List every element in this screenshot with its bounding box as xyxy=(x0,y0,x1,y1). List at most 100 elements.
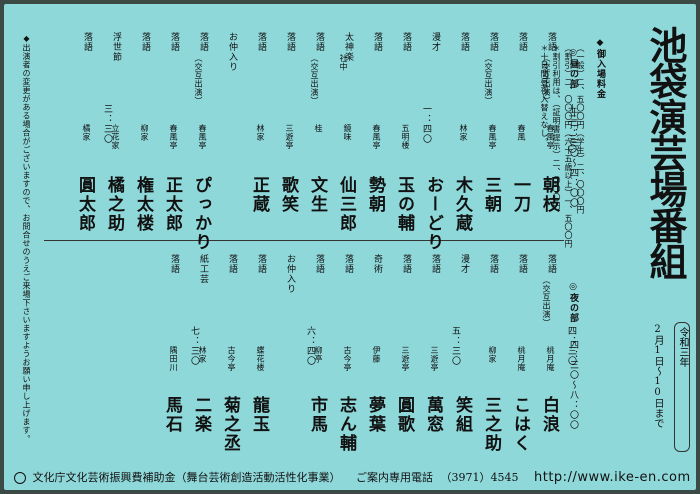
performer-genre: 落語 xyxy=(430,254,440,274)
performer-name: 夢葉 xyxy=(365,396,385,434)
performer-genre: 漫才 xyxy=(459,254,469,274)
performer-genre: 奇術 xyxy=(372,254,382,274)
performer-genre: 落語 xyxy=(169,32,179,52)
performer-name: 市馬 xyxy=(307,396,327,434)
performer-name: 正蔵 xyxy=(249,176,269,214)
sponsor-icon xyxy=(14,472,26,484)
performer-name: 仙三郎 xyxy=(336,176,356,233)
performer-troupe: 桃月庵 xyxy=(546,346,555,372)
performer-genre: 落語 xyxy=(459,32,469,52)
performer-genre: 落語 xyxy=(343,254,353,274)
performer-troupe: 柳家 xyxy=(488,346,497,363)
performer-troupe: 春風 xyxy=(517,124,526,141)
performer-troupe: 春風亭 xyxy=(372,124,381,150)
admission-line-2: （割引）二、〇〇〇円（六十五歳以上）一、五〇〇円 xyxy=(564,44,573,248)
performer-name: 木久蔵 xyxy=(452,176,472,233)
performer-troupe: 蝶花楼 xyxy=(256,346,265,372)
performer-genre: 落語 xyxy=(198,32,208,52)
date-badge: 令和三年 xyxy=(674,322,690,452)
performer-genre: 落語 xyxy=(546,32,556,52)
footer-url[interactable]: http://www.ike-en.com xyxy=(534,470,691,485)
performer-time: 四：三〇 xyxy=(566,326,576,366)
divider xyxy=(44,240,564,241)
performer-name: おーどり xyxy=(423,176,443,252)
performer-troupe: 五明楼 xyxy=(401,124,410,150)
performer-genre: 落語 xyxy=(401,32,411,52)
performer-genre: 落語 xyxy=(169,254,179,274)
performer-genre: 落語 xyxy=(372,32,382,52)
performer-troupe: 伊藤 xyxy=(372,346,381,363)
performer-name: 龍玉 xyxy=(249,396,269,434)
performer-genre: 漫才 xyxy=(430,32,440,52)
performer-genre: 落語 xyxy=(314,254,324,274)
performer-name: 朝枝 xyxy=(539,176,559,214)
performer-name: 馬石 xyxy=(162,396,182,434)
performer-troupe: 桂 xyxy=(314,124,323,133)
day-time: 十二：三〇～四：〇〇 xyxy=(568,108,578,208)
performer-troupe: 林家 xyxy=(198,346,207,363)
performer-troupe: 三遊亭 xyxy=(401,346,410,372)
phone-label: ご案内専用電話 xyxy=(356,471,433,484)
performer-troupe: 春風亭 xyxy=(198,124,207,150)
performer-troupe: 橘家 xyxy=(82,124,91,141)
performer-name: 圓歌 xyxy=(394,396,414,434)
date-badge-line1: 令和三年 xyxy=(677,327,688,367)
performer-time: 七：三〇 xyxy=(189,326,199,366)
performer-genre: 落語 xyxy=(488,254,498,274)
performer-name: こはく xyxy=(510,396,530,453)
performer-note: （交互出演） xyxy=(484,54,493,105)
footer-phone: ご案内専用電話 （3971）4545 xyxy=(356,472,519,483)
phone-number: （3971）4545 xyxy=(440,471,519,484)
performer-genre: 落語 xyxy=(488,32,498,52)
performer-troupe: 鏡味 xyxy=(343,124,352,141)
performer-troupe: 立花家 xyxy=(111,124,120,150)
day-header: ◎昼の部 xyxy=(568,48,578,89)
performer-time: 一：四〇 xyxy=(421,104,431,144)
performer-name: 志ん輔 xyxy=(336,396,356,453)
performer-name: 玉の輔 xyxy=(394,176,414,233)
performer-troupe: 春風亭 xyxy=(488,124,497,150)
performer-time: 三：三〇 xyxy=(102,104,112,144)
performer-genre: 落語 xyxy=(285,32,295,52)
performer-name: 権太楼 xyxy=(133,176,153,233)
performer-name: 文生 xyxy=(307,176,327,214)
performer-troupe: 春風亭 xyxy=(546,124,555,150)
performer-troupe: 三遊亭 xyxy=(285,124,294,150)
performer-troupe: 春風亭 xyxy=(169,124,178,150)
performer-name: 菊之丞 xyxy=(220,396,240,453)
performer-time: 六：四〇 xyxy=(305,326,315,366)
footer-sponsor: 文化庁文化芸術振興費補助金（舞台芸術創造活動活性化事業） xyxy=(14,472,341,484)
performer-genre: 落語 xyxy=(314,32,324,52)
performer-troupe: 古今亭 xyxy=(227,346,236,372)
performer-name: 笑組 xyxy=(452,396,472,434)
admission-line-3: ＊割引利用は、（証明書提示）二、〇〇〇円 xyxy=(552,44,561,210)
performer-genre: 落語 xyxy=(256,254,266,274)
performer-name: 萬窓 xyxy=(423,396,443,434)
performer-name: 勢朝 xyxy=(365,176,385,214)
performer-name: 三之助 xyxy=(481,396,501,453)
performer-name: 二楽 xyxy=(191,396,211,434)
date-badge-line2: 2月1日～10日まで xyxy=(652,324,663,428)
performer-time: 五：三〇 xyxy=(450,326,460,366)
night-header: ◎夜の部 xyxy=(568,282,578,323)
performer-note: （交互出演） xyxy=(542,276,551,327)
performer-genre: お仲入り xyxy=(285,254,295,294)
performer-note: （交互出演） xyxy=(310,54,319,105)
performer-troupe: 隅田川 xyxy=(169,346,178,372)
performer-troupe: 古今亭 xyxy=(343,346,352,372)
performer-genre: 落語 xyxy=(82,32,92,52)
performer-troupe: 林家 xyxy=(256,124,265,141)
performer-note: （交互出演） xyxy=(542,54,551,105)
admission-line-4: ＊十日間昼夜入替えなし。 xyxy=(540,44,549,146)
performer-genre: 落語 xyxy=(401,254,411,274)
performer-troupe: 林家 xyxy=(459,124,468,141)
performer-troupe: 柳家 xyxy=(140,124,149,141)
performer-genre: 落語 xyxy=(517,32,527,52)
performer-name: ぴっかり xyxy=(191,176,211,252)
performer-name: 歌笑 xyxy=(278,176,298,214)
performer-genre: 落語 xyxy=(256,32,266,52)
performer-note: 社中 xyxy=(339,54,348,71)
admission-label: ◆御入場料金 xyxy=(595,38,605,99)
performer-genre: お仲入り xyxy=(227,32,237,72)
performer-name: 三朝 xyxy=(481,176,501,214)
